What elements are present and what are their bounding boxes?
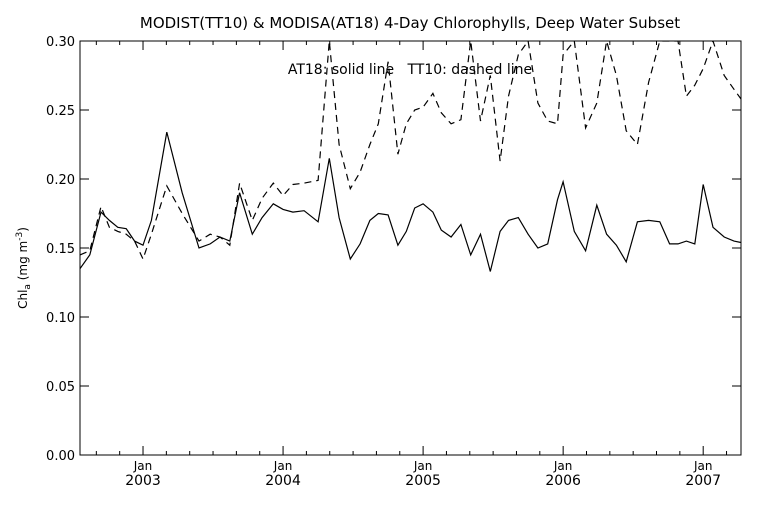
x-tick-year-label: 2007 (685, 473, 721, 489)
y-axis-label-text: Chla (mg m-3) (15, 227, 33, 309)
y-label-subscript: a (23, 284, 33, 290)
y-label-units-post: ) (16, 227, 30, 232)
y-label-base: Chl (16, 290, 30, 309)
y-tick-label: 0.05 (46, 380, 75, 395)
y-tick-label: 0.30 (46, 35, 75, 50)
x-tick-year-label: 2005 (405, 473, 441, 489)
legend-annotation: AT18: solid line TT10: dashed line (288, 62, 532, 78)
y-axis-label: Chla (mg m-3) (15, 227, 33, 309)
y-tick-label: 0.00 (46, 449, 75, 464)
series-line-at18 (80, 131, 741, 272)
y-tick-label: 0.20 (46, 173, 75, 188)
x-tick-month-label: Jan (693, 459, 713, 473)
chart-title: MODIST(TT10) & MODISA(AT18) 4-Day Chloro… (140, 14, 680, 32)
y-tick-label: 0.15 (46, 242, 75, 257)
x-tick-month-label: Jan (133, 459, 153, 473)
y-label-superscript: -3 (15, 232, 25, 241)
y-tick-label: 0.25 (46, 104, 75, 119)
series-layer (80, 41, 741, 272)
x-tick-month-label: Jan (413, 459, 433, 473)
y-tick-label: 0.10 (46, 311, 75, 326)
x-tick-year-label: 2006 (545, 473, 581, 489)
plot-frame (79, 40, 742, 456)
x-tick-year-label: 2003 (125, 473, 161, 489)
axes-layer: 0.000.050.100.150.200.250.30Jan2003Jan20… (46, 35, 742, 489)
series-line-tt10 (80, 41, 741, 261)
x-tick-month-label: Jan (553, 459, 573, 473)
x-tick-year-label: 2004 (265, 473, 301, 489)
x-tick-month-label: Jan (273, 459, 293, 473)
y-label-units-pre: (mg m (16, 241, 30, 284)
